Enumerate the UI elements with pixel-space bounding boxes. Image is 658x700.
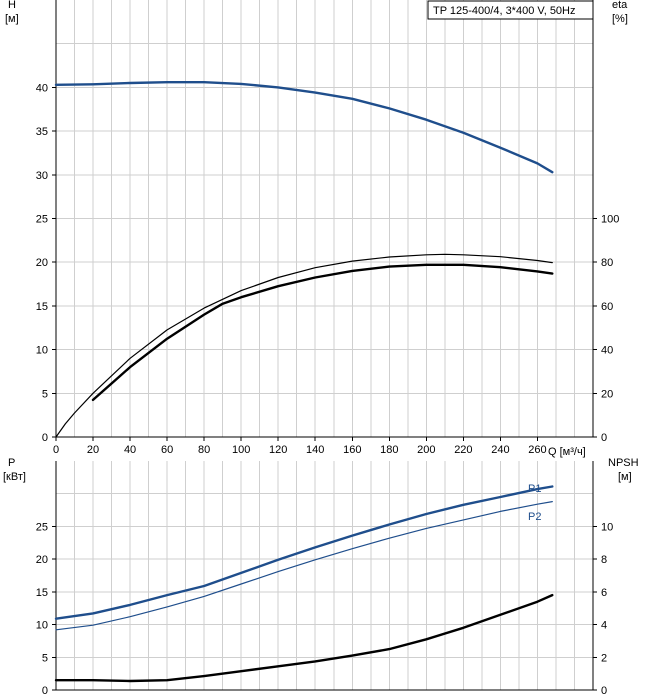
top-left-tick-label: 40 [36,82,48,94]
bottom-right-tick-label: 2 [601,652,607,664]
chart-title: TP 125-400/4, 3*400 V, 50Hz [433,5,576,17]
top-left-tick-label: 0 [42,432,48,444]
x-axis-ticks: 0 20 40 60 80 100 120 140 160 180 200 220 240 260 [53,437,547,456]
x-tick-label: 0 [53,444,59,456]
top-series-line-2 [55,253,553,438]
x-tick-label: 80 [198,444,210,456]
x-tick-label: 220 [454,444,472,456]
series-label-p2: P2 [528,511,541,523]
x-tick-label: 160 [343,444,361,456]
top-left-tick-label: 15 [36,301,48,313]
top-right-axis-unit: [%] [612,13,628,25]
top-left-tick-label: 5 [42,388,48,400]
top-series-line-3 [91,263,554,402]
top-right-tick-label: 60 [601,301,613,313]
top-right-tick-label: 20 [601,388,613,400]
top-left-tick-label: 35 [36,126,48,138]
top-right-tick-label: 40 [601,345,613,357]
x-tick-label: 40 [124,444,136,456]
title-box [427,0,594,20]
x-tick-label: 60 [161,444,173,456]
bottom-series-line-1 [54,485,554,620]
x-tick-label: 240 [491,444,509,456]
x-tick-label: 120 [269,444,287,456]
bottom-right-tick-label: 6 [601,587,607,599]
x-tick-label: 260 [528,444,546,456]
top-left-tick-label: 30 [36,170,48,182]
top-left-tick-label: 25 [36,214,48,226]
x-tick-label: 140 [306,444,324,456]
bottom-right-tick-label: 4 [601,620,607,632]
bottom-series-line-3 [54,593,554,683]
top-left-axis-unit: [м] [5,13,19,25]
bottom-right-axis-ticks: 0 2 4 6 8 10 [593,521,613,697]
bottom-left-tick-label: 15 [36,587,48,599]
bottom-series-line-2 [55,501,553,631]
top-left-tick-label: 10 [36,345,48,357]
top-left-tick-label: 20 [36,257,48,269]
bottom-right-axis-label: NPSH [608,457,639,469]
top-right-axis-label: eta [612,0,628,11]
top-right-tick-label: 100 [601,214,619,226]
bottom-right-axis-unit: [м] [618,471,632,483]
bottom-left-tick-label: 5 [42,652,48,664]
x-tick-label: 100 [232,444,250,456]
bottom-left-tick-label: 10 [36,620,48,632]
series-label-p1: P1 [528,483,541,495]
top-right-tick-label: 0 [601,432,607,444]
top-gridlines [55,0,594,438]
x-tick-label: 200 [417,444,435,456]
bottom-right-tick-label: 0 [601,685,607,697]
bottom-right-tick-label: 10 [601,521,613,533]
top-right-axis-ticks: 0 20 40 60 80 100 [593,214,619,444]
top-series-line-1 [54,81,554,174]
bottom-left-axis-ticks: 0 5 10 15 20 25 [36,521,56,697]
bottom-left-tick-label: 25 [36,521,48,533]
top-series [54,81,554,438]
top-left-axis-ticks: 0 5 10 15 20 25 30 35 40 [36,82,56,444]
bottom-gridlines [55,461,594,691]
top-left-axis-label: H [8,0,16,11]
bottom-left-axis-unit: [кВт] [3,471,26,483]
x-tick-label: 20 [87,444,99,456]
x-tick-label: 180 [380,444,398,456]
bottom-left-tick-label: 20 [36,554,48,566]
bottom-left-axis-label: P [8,457,15,469]
x-axis-label: Q [м³/ч] [548,446,586,458]
bottom-left-tick-label: 0 [42,685,48,697]
bottom-series [54,485,554,683]
bottom-right-tick-label: 8 [601,554,607,566]
top-right-tick-label: 80 [601,257,613,269]
